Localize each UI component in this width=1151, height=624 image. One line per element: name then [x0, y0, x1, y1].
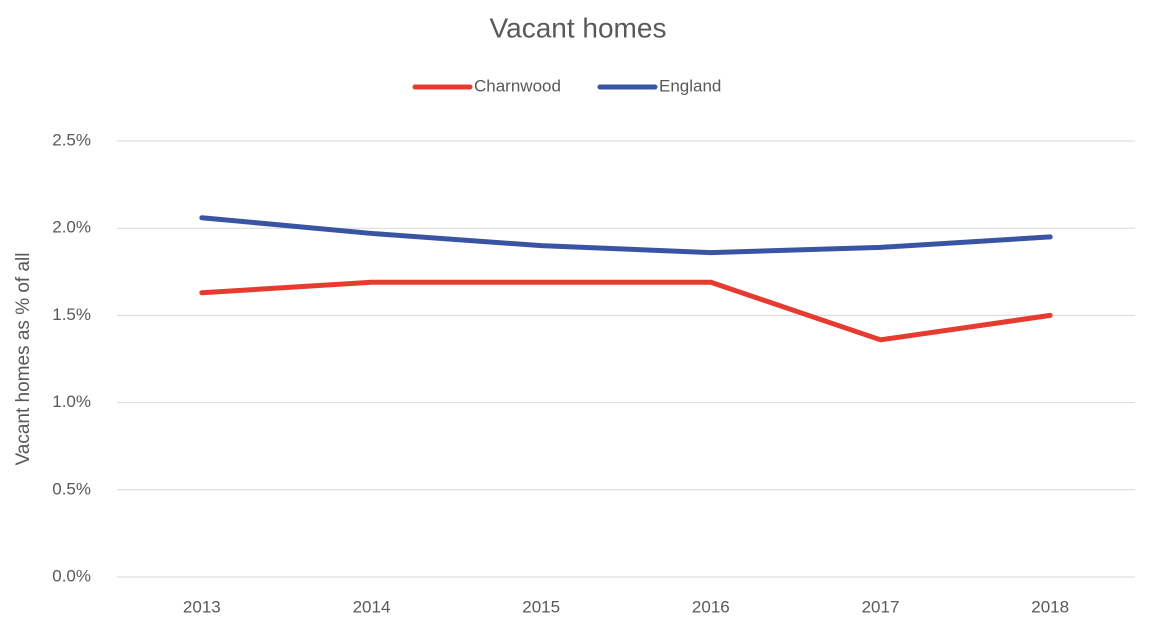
legend-label: Charnwood	[474, 76, 561, 95]
y-tick-label: 2.0%	[52, 218, 91, 237]
x-tick-label: 2015	[522, 597, 560, 616]
series-line	[199, 279, 1053, 343]
x-tick-label: 2017	[862, 597, 900, 616]
y-tick-label: 0.5%	[52, 479, 91, 498]
series-line	[199, 215, 1053, 256]
y-tick-label: 0.0%	[52, 566, 91, 585]
y-tick-label: 1.5%	[52, 305, 91, 324]
y-tick-label: 2.5%	[52, 130, 91, 149]
chart-title: Vacant homes	[490, 12, 667, 43]
x-tick-label: 2016	[692, 597, 730, 616]
x-tick-label: 2018	[1031, 597, 1069, 616]
y-axis-label: Vacant homes as % of all	[13, 253, 34, 466]
x-tick-label: 2013	[183, 597, 221, 616]
x-tick-label: 2014	[353, 597, 391, 616]
y-tick-label: 1.0%	[52, 392, 91, 411]
legend-label: England	[659, 76, 721, 95]
